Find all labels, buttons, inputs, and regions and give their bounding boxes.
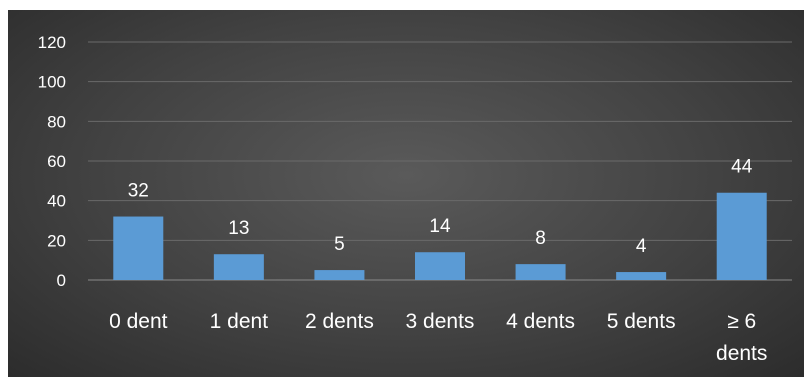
y-tick-label: 100 bbox=[38, 73, 66, 92]
bar bbox=[716, 192, 767, 280]
y-tick-label: 0 bbox=[57, 271, 66, 290]
y-tick-label: 40 bbox=[47, 192, 66, 211]
bar-data-label: 4 bbox=[636, 236, 647, 257]
bar bbox=[113, 216, 164, 280]
category-label: 4 dents bbox=[506, 310, 575, 333]
bar bbox=[515, 264, 566, 280]
bar-data-label: 5 bbox=[334, 234, 345, 255]
bar-data-label: 8 bbox=[535, 228, 546, 249]
bar bbox=[415, 252, 465, 280]
bar-data-label: 44 bbox=[731, 157, 753, 178]
category-label: ≥ 6 dents bbox=[716, 310, 767, 365]
y-tick-label: 60 bbox=[47, 152, 66, 171]
bar-data-label: 14 bbox=[429, 216, 451, 237]
bars bbox=[113, 192, 767, 280]
gridlines bbox=[88, 41, 792, 281]
category-label: 2 dents bbox=[305, 310, 374, 333]
y-tick-label: 20 bbox=[47, 231, 66, 250]
bar-data-label: 13 bbox=[228, 218, 249, 239]
x-axis-categories: 0 dent 1 dent 2 dents 3 dents 4 dents 5 dents… bbox=[109, 310, 767, 365]
y-tick-label: 120 bbox=[38, 33, 66, 52]
category-label: 1 dent bbox=[210, 310, 269, 333]
y-axis-ticks: 0 20 40 60 80 100 120 bbox=[38, 33, 66, 290]
bar bbox=[616, 272, 667, 280]
category-label: 5 dents bbox=[607, 310, 676, 333]
bar-data-label: 32 bbox=[128, 181, 149, 202]
bar bbox=[213, 254, 264, 280]
bar bbox=[314, 270, 365, 280]
y-tick-label: 80 bbox=[47, 112, 66, 131]
category-label: 3 dents bbox=[406, 310, 475, 333]
category-label: 0 dent bbox=[109, 310, 168, 333]
chart-background bbox=[8, 10, 804, 377]
